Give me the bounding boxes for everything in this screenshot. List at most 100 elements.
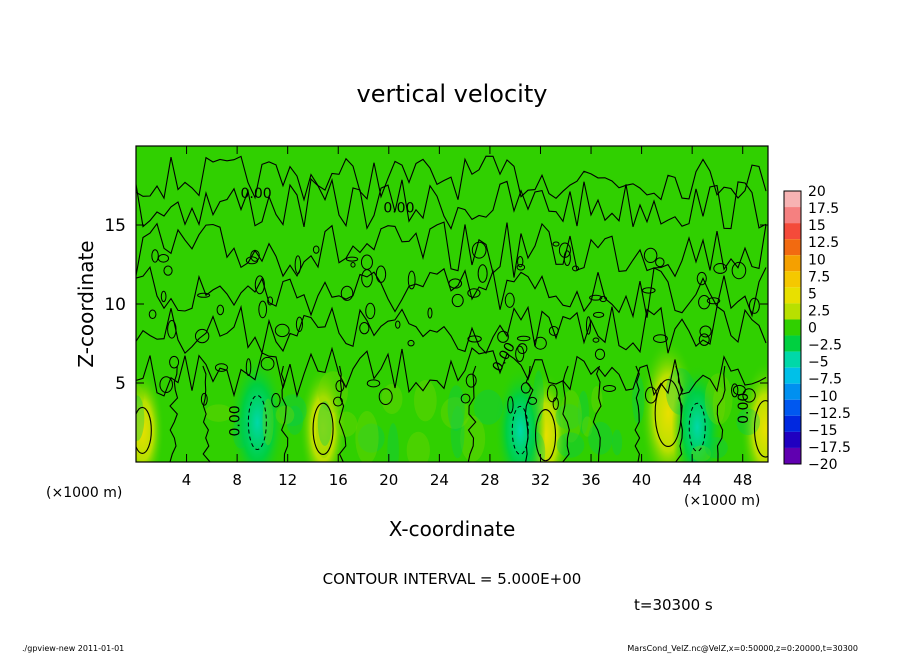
field-texture (335, 411, 358, 437)
contour-line (202, 365, 211, 462)
colorbar-swatch (784, 383, 801, 400)
contour-line (731, 383, 739, 398)
contour-line (471, 241, 487, 259)
colorbar-label: −5 (808, 355, 829, 371)
contour-line (515, 345, 525, 362)
contour-line (335, 380, 345, 393)
colorbar-swatch (784, 239, 801, 256)
contour-line (350, 262, 356, 268)
field-texture (275, 405, 295, 425)
field-texture (556, 432, 585, 458)
contour-line (634, 365, 641, 462)
contour-line (136, 346, 767, 398)
contour-line (169, 355, 180, 369)
colorbar-label: −7.5 (808, 372, 842, 388)
contour-line (136, 177, 767, 231)
updraft-shading (299, 364, 347, 462)
field-texture (704, 373, 733, 425)
contour-line (250, 249, 260, 262)
contour-line (552, 241, 560, 247)
field-texture (555, 403, 582, 430)
contour-line (465, 373, 477, 388)
contour-line (359, 322, 370, 335)
x-tick-label: 32 (531, 471, 550, 489)
contour-line (294, 255, 302, 275)
field-texture (440, 397, 470, 429)
colorbar-label: −12.5 (808, 406, 851, 422)
contour-line (274, 323, 290, 338)
contour-line (214, 363, 228, 372)
contour-line (520, 382, 531, 394)
colorbar-label: −2.5 (808, 338, 842, 354)
contour-line (360, 254, 373, 270)
contour-line (280, 365, 289, 462)
contour-line (260, 356, 275, 371)
contour-line (245, 358, 252, 377)
contour-line (136, 221, 767, 278)
colorbar-swatch (784, 223, 801, 240)
contour-line (258, 300, 268, 319)
x-tick-label: 44 (683, 471, 702, 489)
colorbar-label: 20 (808, 184, 826, 200)
contour-line (159, 376, 174, 394)
field-texture (473, 389, 503, 425)
contour-line (696, 271, 707, 286)
contour-line (504, 292, 515, 308)
colorbar-label: −20 (808, 457, 838, 473)
contour-line (731, 261, 747, 280)
contour-line (655, 257, 665, 268)
contour-line (366, 379, 381, 388)
contour-line (546, 384, 558, 403)
contour-line (589, 294, 603, 301)
field-texture (577, 390, 589, 435)
colorbar-label: 0 (808, 321, 817, 337)
contour-line (753, 400, 768, 458)
updraft-shading (740, 360, 768, 462)
x-unit-label-left: (×1000 m) (46, 485, 122, 501)
downdraft-shading (671, 363, 723, 462)
colorbar-label: 15 (808, 218, 826, 234)
field-texture (560, 389, 582, 443)
y-axis: 5 10 15 (104, 216, 768, 394)
contour-line (333, 396, 343, 407)
contour-line (345, 256, 359, 262)
contour-line (467, 288, 481, 298)
contour-line (295, 316, 303, 333)
contour-line (585, 316, 592, 335)
field-texture (355, 411, 379, 462)
contour-line (516, 335, 531, 342)
colorbar-swatch (784, 447, 801, 464)
colorbar-swatch (784, 351, 801, 368)
x-tick-label: 36 (581, 471, 600, 489)
contour-line (534, 408, 557, 462)
contour-line-negative (247, 395, 267, 450)
footer-right: MarsCond_VelZ.nc@VelZ,x=0:50000,z=0:2000… (627, 644, 858, 653)
contour-line (365, 302, 376, 320)
field-texture (591, 386, 603, 414)
contour-line (563, 250, 571, 267)
colorbar-swatch (784, 303, 801, 320)
contour-interval: CONTOUR INTERVAL = 5.000E+00 (323, 570, 582, 588)
colorbar-frame (783, 190, 802, 465)
contour-line (197, 292, 211, 298)
contour-line (742, 388, 756, 403)
colorbar-label: −15 (808, 423, 838, 439)
contour-lines (136, 155, 768, 462)
contour-line-negative (688, 402, 706, 452)
contour-line (271, 392, 281, 408)
contour-line (200, 392, 208, 406)
field-texture (581, 416, 593, 437)
field-texture (450, 405, 465, 459)
plot-area: 0.000.000.000.00 0.00 4 8 12 16 20 24 28 32 36 40 4… (104, 145, 769, 489)
x-tick-label: 20 (379, 471, 398, 489)
field-texture (387, 423, 399, 462)
field-texture (232, 417, 249, 449)
contour-line (558, 242, 571, 258)
contour-line (151, 249, 159, 263)
contour-line (548, 325, 559, 336)
contour-line (216, 304, 225, 316)
contour-line (706, 297, 721, 305)
contour-line (312, 245, 320, 254)
colorbar-label: 10 (808, 252, 826, 268)
